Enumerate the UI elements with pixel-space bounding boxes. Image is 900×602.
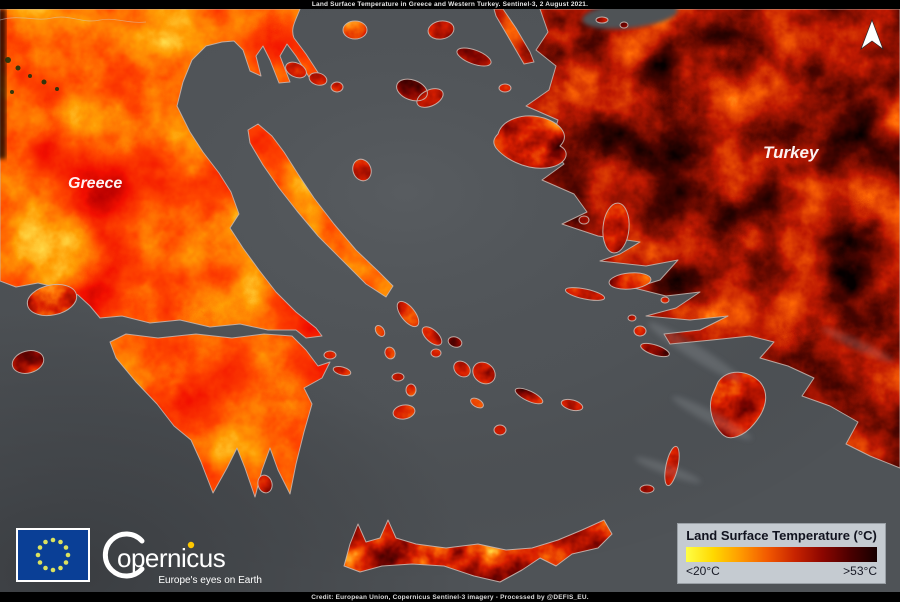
greece-label: Greece [68,175,122,192]
copernicus-wordmark-text: opernicus [117,543,226,573]
credit-text: Credit: European Union, Copernicus Senti… [311,593,589,601]
logo-tagline: Europe's eyes on Earth [158,575,262,586]
legend-max-label: >53°C [843,564,877,578]
legend-title: Land Surface Temperature (°C) [686,528,877,543]
title-bar: Land Surface Temperature in Greece and W… [0,0,900,9]
eu-flag [16,528,90,582]
turkey-label: Turkey [763,143,820,162]
country-border-line [0,16,147,23]
swath-edge [0,9,6,159]
eu-flag-stars [35,537,71,573]
credit-bar: Credit: European Union, Copernicus Senti… [0,592,900,602]
legend-min-label: <20°C [686,564,720,578]
legend-gradient [686,547,877,562]
copernicus-c-swoosh [102,531,145,579]
legend: Land Surface Temperature (°C) <20°C >53°… [677,523,886,584]
lake-spots [5,57,59,94]
satellite-dot-icon [187,541,195,549]
north-arrow-icon [860,19,884,50]
map-title: Land Surface Temperature in Greece and W… [311,1,589,8]
smoke-wisps [635,322,895,483]
copernicus-wordmark: opernicus Europe's eyes on Earth [102,531,262,586]
copernicus-logo: opernicus Europe's eyes on Earth [16,528,264,590]
